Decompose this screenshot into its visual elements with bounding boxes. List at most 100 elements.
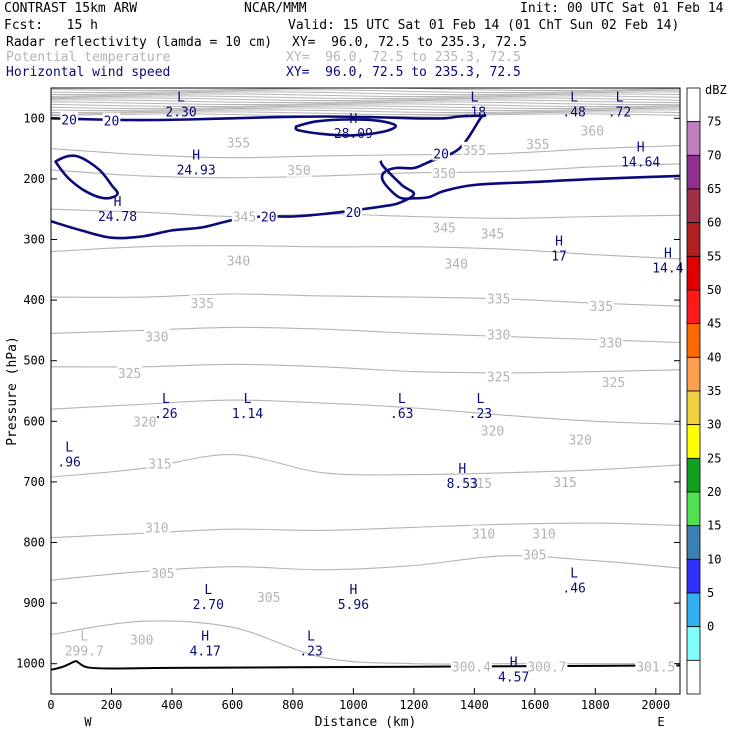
wind-extremum-value: 1.14 <box>232 407 263 422</box>
theta-label-bg <box>635 658 677 674</box>
wind-extremum-value: 28.09 <box>334 127 373 142</box>
wind-extremum-marker: H <box>637 141 645 156</box>
wind-extremum-marker: H <box>114 195 122 210</box>
y-tick-label: 200 <box>23 172 45 186</box>
wind-contour-20-0 <box>51 113 680 201</box>
colorbar-level: 10 <box>707 552 721 566</box>
colorbar-level: 70 <box>707 148 721 162</box>
wind-extremum-value: 4.57 <box>498 671 529 686</box>
theta-label: 335 <box>590 300 613 315</box>
colorbar-swatch <box>686 289 701 325</box>
theta-contour-335 <box>51 293 680 307</box>
wind-extremum-marker: H <box>349 583 357 598</box>
wind-label-bg <box>259 208 278 224</box>
theta-label-bg <box>450 658 492 674</box>
contour-labels: 360 355 355 355 350 350 345 345 345 340 340 335 335 3… <box>57 90 683 685</box>
y-tick-label: 800 <box>23 536 45 550</box>
theta-label: 320 <box>568 433 591 448</box>
colorbar-level: 35 <box>707 384 721 398</box>
x-tick-label: 2000 <box>641 698 670 712</box>
colorbar-level: 75 <box>707 115 721 129</box>
theta-band-line <box>51 93 680 98</box>
theta-label-bg <box>522 546 548 562</box>
y-tick-label: 900 <box>23 596 45 610</box>
terrain-line <box>51 660 680 671</box>
wind-extremum-value: .48 <box>562 105 585 120</box>
wind-extremum-value: .63 <box>390 407 413 422</box>
wind-extremum-marker: H <box>664 247 672 262</box>
theta-label-bg <box>579 122 606 138</box>
theta-label: 315 <box>553 476 576 491</box>
wind-extremum-value: 4.17 <box>190 645 221 660</box>
theta-label: 330 <box>145 330 168 345</box>
theta-label-bg <box>479 225 506 241</box>
colorbar-swatch <box>686 356 701 392</box>
theta-label: 330 <box>599 337 622 352</box>
x-axis-label: Distance (km) <box>315 715 417 730</box>
colorbar-level: 25 <box>707 451 721 465</box>
theta-contour-340 <box>51 245 680 260</box>
colorbar-level: 60 <box>707 216 721 230</box>
theta-label: 305 <box>523 549 546 564</box>
wind-extremum-marker: L <box>570 567 578 582</box>
wind-extremum-marker: L <box>65 441 73 456</box>
theta-label-bg <box>485 290 512 306</box>
theta-label: 300.4 <box>452 661 491 676</box>
model-title: CONTRAST 15km ARW <box>4 1 138 16</box>
colorbar-swatch <box>686 188 701 224</box>
colorbar-swatch <box>686 457 701 493</box>
y-axis-label: Pressure (hPa) <box>5 336 20 446</box>
theta-band-line <box>51 89 680 94</box>
field-label-theta: Potential temperature <box>6 50 171 65</box>
colorbar-swatch <box>686 592 701 628</box>
theta-band-line <box>51 88 680 92</box>
wind-label: 20 <box>61 114 77 129</box>
x-tick-label: 1000 <box>339 698 368 712</box>
colorbar-level: 0 <box>707 620 714 634</box>
colorbar-swatch <box>686 525 701 560</box>
wind-extremum-marker: L <box>470 90 478 105</box>
colorbar-swatch <box>686 626 701 661</box>
wind-label-bg <box>344 204 363 220</box>
theta-label: 360 <box>581 124 604 139</box>
theta-label-bg <box>147 455 173 471</box>
theta-label: 305 <box>151 567 174 582</box>
theta-label-bg <box>189 295 215 311</box>
wind-extremum-value: .46 <box>562 582 585 597</box>
theta-label: 335 <box>190 297 213 312</box>
wind-extremum-value: .23 <box>299 645 322 660</box>
theta-label: 300 <box>130 633 153 648</box>
colorbar-level: 30 <box>707 418 721 432</box>
wind-extremum-value: 17 <box>551 250 567 265</box>
org-label: NCAR/MMM <box>244 1 307 16</box>
theta-label: 340 <box>227 255 250 270</box>
wind-extremum-marker: H <box>192 149 200 164</box>
theta-label: 330 <box>487 329 510 344</box>
theta-label: 350 <box>432 167 455 182</box>
y-tick-label: 300 <box>23 233 45 247</box>
theta-label-bg <box>225 252 252 268</box>
x-tick-label: 1200 <box>399 698 428 712</box>
theta-label: 320 <box>481 424 504 439</box>
theta-label-bg <box>443 255 469 271</box>
theta-label: 325 <box>118 367 141 382</box>
theta-label: 340 <box>444 258 467 273</box>
wind-extremum-marker: L <box>177 90 185 105</box>
colorbar-swatch <box>686 424 701 459</box>
y-tick-label: 700 <box>23 475 45 489</box>
colorbar-swatch <box>686 222 701 257</box>
y-tick-label: 100 <box>23 111 45 125</box>
theta-band-line <box>51 101 680 106</box>
wind-label-bg <box>60 111 78 127</box>
wind-extremum-marker: H <box>349 112 357 127</box>
wind-label: 20 <box>261 210 277 225</box>
endpoint-west: W <box>84 715 92 729</box>
wind-extremum-value: .18 <box>463 105 486 120</box>
colorbar-swatch <box>686 390 701 426</box>
theta-label-bg <box>526 658 568 674</box>
theta-label-bg <box>144 519 170 535</box>
theta-contour-305 <box>51 555 680 581</box>
theta-label-bg <box>600 373 627 389</box>
